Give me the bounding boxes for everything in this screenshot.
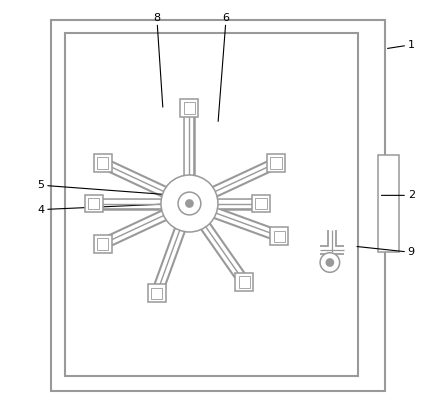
Bar — [148, 284, 166, 302]
Bar — [235, 273, 253, 291]
Bar — [270, 158, 282, 169]
Circle shape — [326, 259, 333, 266]
Circle shape — [161, 175, 218, 232]
Bar — [51, 20, 385, 391]
Bar — [270, 227, 288, 245]
Bar — [252, 195, 270, 212]
Text: 6: 6 — [222, 13, 230, 23]
Bar — [151, 288, 163, 299]
Circle shape — [178, 192, 201, 215]
Bar — [85, 195, 103, 212]
Text: 2: 2 — [408, 190, 415, 200]
Bar — [88, 198, 99, 209]
Bar — [97, 158, 108, 169]
Bar — [184, 102, 195, 114]
Bar — [97, 238, 108, 249]
Bar — [378, 155, 399, 252]
Text: 9: 9 — [408, 247, 415, 257]
Circle shape — [320, 253, 340, 272]
Text: 1: 1 — [408, 40, 415, 50]
Bar — [180, 99, 198, 117]
Circle shape — [186, 200, 193, 207]
Bar — [94, 235, 112, 253]
Text: 8: 8 — [153, 13, 160, 23]
Bar — [255, 198, 267, 209]
Bar — [274, 230, 285, 242]
Bar — [267, 154, 285, 172]
Bar — [238, 276, 250, 288]
Text: 4: 4 — [37, 205, 44, 214]
Text: 5: 5 — [37, 180, 44, 190]
Bar — [94, 154, 112, 172]
Bar — [65, 33, 358, 376]
